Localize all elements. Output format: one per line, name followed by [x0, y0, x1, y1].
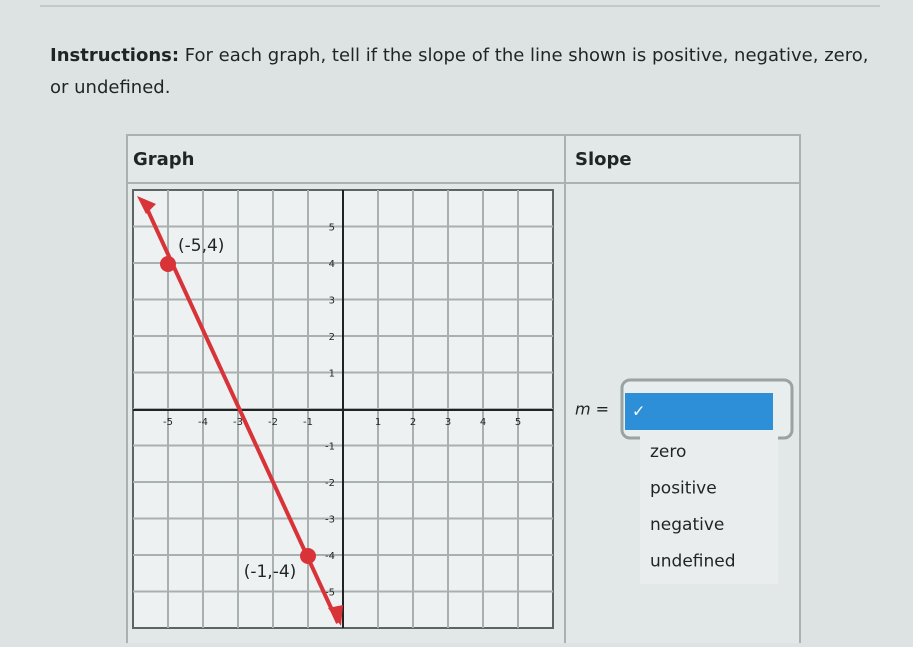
- y-tick-label: -1: [325, 442, 335, 453]
- x-tick-label: -2: [268, 417, 278, 428]
- y-tick-label: 3: [329, 296, 335, 307]
- x-tick-label: 5: [515, 417, 521, 428]
- y-tick-label: 1: [329, 369, 335, 380]
- y-tick-label: 5: [329, 223, 335, 234]
- x-tick-label: 2: [410, 417, 416, 428]
- dropdown-option[interactable]: zero: [650, 442, 686, 462]
- dropdown-options: zero positive negative undefined: [650, 442, 736, 572]
- point: [300, 548, 316, 564]
- x-tick-label: 1: [375, 417, 381, 428]
- dropdown-option[interactable]: positive: [650, 479, 717, 499]
- arrow-head: [137, 196, 156, 214]
- y-tick-label: 4: [329, 259, 335, 270]
- dropdown-option[interactable]: negative: [650, 515, 724, 535]
- point-label: (-1,-4): [244, 562, 297, 582]
- dropdown-menu: [640, 434, 778, 584]
- x-tick-label: 3: [445, 417, 451, 428]
- header-slope: Slope: [575, 149, 632, 170]
- point: [160, 256, 176, 272]
- y-tick-label: -4: [325, 551, 335, 562]
- arrow-head: [328, 605, 343, 626]
- x-tick-label: -4: [198, 417, 208, 428]
- header-graph: Graph: [133, 149, 195, 170]
- point-label: (-5,4): [178, 236, 224, 256]
- y-tick-label: -3: [325, 515, 335, 526]
- y-tick-label: -2: [325, 478, 335, 489]
- x-tick-label: -1: [303, 417, 313, 428]
- y-tick-label: -5: [325, 588, 335, 599]
- instructions: Instructions: For each graph, tell if th…: [50, 40, 880, 104]
- dropdown-value: ✓: [632, 402, 645, 421]
- instructions-label: Instructions:: [50, 45, 180, 66]
- slope-prompt: m =: [575, 400, 609, 419]
- instructions-text: For each graph, tell if the slope of the…: [50, 45, 869, 98]
- x-tick-label: 4: [480, 417, 486, 428]
- y-tick-label: 2: [329, 332, 335, 343]
- dropdown-option[interactable]: undefined: [650, 552, 736, 572]
- instructions-box: Instructions: For each graph, tell if th…: [50, 40, 880, 104]
- dropdown[interactable]: [625, 393, 773, 430]
- x-tick-label: -3: [233, 417, 243, 428]
- graph: -5 -4 -3 -2 -1 1 2 3 4 5 5 4 3 2 1 -1 -2 -3 -4 -5 (-5,4) (-1,…: [132, 189, 554, 629]
- x-tick-label: -5: [163, 417, 173, 428]
